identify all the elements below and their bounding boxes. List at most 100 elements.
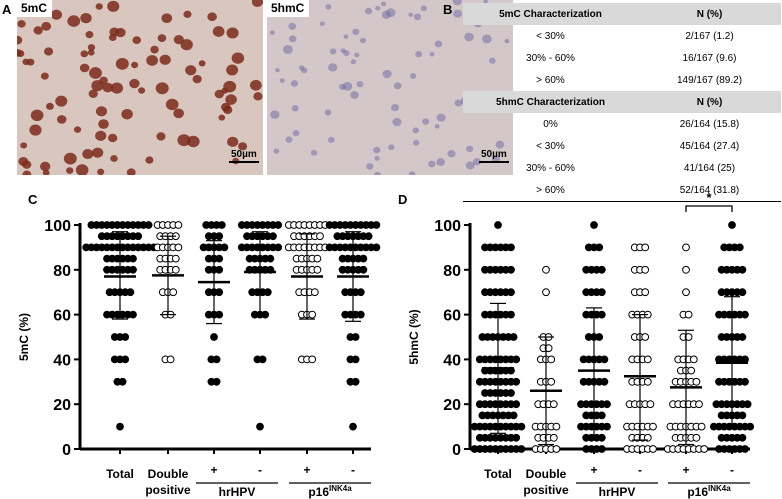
y-axis-label: 5mC (%): [17, 313, 31, 361]
data-point: [351, 333, 360, 341]
data-point: [682, 265, 690, 274]
cell-nucleus: [343, 34, 349, 39]
table-row: 30% - 60% 16/167 (9.6): [463, 47, 781, 69]
cell-nucleus: [359, 37, 367, 44]
x-label-sign: +: [210, 463, 217, 477]
data-point: [220, 243, 229, 252]
data-point: [641, 333, 650, 341]
cell-nucleus: [150, 45, 159, 54]
data-point: [649, 445, 657, 453]
cell-nucleus: [350, 91, 359, 99]
cell-nucleus: [292, 130, 300, 137]
cell-nucleus: [87, 44, 96, 51]
cell-nucleus: [454, 99, 463, 107]
cell-nucleus: [97, 168, 105, 175]
data-point: [372, 243, 381, 252]
cell-nucleus: [115, 57, 129, 70]
data-point: [597, 265, 606, 274]
cell-nucleus: [131, 61, 139, 69]
cell-nucleus: [225, 94, 237, 105]
data-point: [549, 433, 558, 442]
x-label-total: Total: [106, 467, 134, 481]
cell-nucleus: [98, 119, 109, 129]
data-point: [313, 265, 322, 274]
table-row: < 30% 2/167 (1.2): [463, 25, 781, 47]
cell-nucleus: [115, 27, 126, 38]
cell-nucleus: [221, 87, 229, 94]
y-tick-label: 0: [452, 442, 461, 459]
cell-nucleus: [269, 30, 275, 35]
data-point: [517, 445, 526, 453]
data-point: [507, 243, 515, 252]
cell-nucleus: [212, 26, 225, 37]
data-point: [215, 232, 224, 241]
cell-nucleus: [375, 5, 381, 11]
cell-nucleus: [30, 109, 44, 122]
micrograph-5mc-image: [17, 0, 263, 175]
x-label-hrhpv: hrHPV: [219, 485, 256, 499]
data-point: [310, 288, 319, 297]
table-cell: 52/164 (31.8): [638, 179, 781, 202]
table-cell: < 30%: [536, 30, 565, 42]
data-point: [728, 221, 736, 229]
table-row: > 60% 149/167 (89.2): [463, 69, 781, 91]
cell-nucleus: [413, 140, 420, 146]
x-label-sign: -: [638, 463, 642, 477]
data-point: [507, 389, 515, 397]
data-point: [741, 310, 749, 319]
cell-nucleus: [408, 12, 414, 17]
data-point: [116, 422, 124, 431]
cell-nucleus: [282, 44, 293, 54]
y-tick-label: 80: [443, 263, 461, 280]
cell-nucleus: [356, 80, 364, 88]
cell-nucleus: [46, 102, 54, 110]
cell-nucleus: [110, 155, 118, 162]
significance-star: *: [706, 190, 712, 205]
cell-nucleus: [159, 54, 171, 65]
cell-nucleus: [436, 113, 446, 122]
data-point: [649, 422, 657, 431]
scale-bar-5hmc: [479, 161, 509, 163]
cell-nucleus: [380, 1, 387, 7]
cell-nucleus: [88, 89, 98, 98]
data-point: [641, 288, 650, 297]
cell-nucleus: [412, 127, 420, 134]
cell-nucleus: [92, 147, 104, 158]
data-point: [121, 333, 130, 341]
table-cell: 26/164 (15.8): [679, 118, 740, 130]
cell-nucleus: [108, 33, 117, 42]
cell-nucleus: [465, 161, 475, 170]
data-point: [215, 288, 224, 297]
cell-nucleus: [364, 7, 373, 15]
data-point: [372, 221, 381, 229]
cell-nucleus: [146, 55, 158, 66]
cell-nucleus: [288, 22, 297, 30]
cell-nucleus: [434, 40, 443, 48]
cell-nucleus: [26, 58, 35, 66]
cell-nucleus: [55, 95, 68, 107]
cell-nucleus: [495, 140, 505, 149]
table-header-cell: N (%): [638, 91, 781, 113]
data-point: [512, 377, 521, 386]
data-point: [118, 377, 127, 386]
data-point: [512, 355, 521, 364]
cell-nucleus: [374, 155, 380, 161]
table-cell: < 30%: [536, 140, 565, 152]
cell-nucleus: [85, 31, 94, 39]
data-point: [308, 355, 317, 364]
cell-nucleus: [453, 9, 463, 18]
table-row: > 60% 52/164 (31.8): [463, 179, 781, 202]
y-tick-label: 60: [443, 308, 461, 325]
x-label-p16-superscript: INK4a: [329, 484, 352, 493]
cell-nucleus: [373, 146, 381, 154]
cell-nucleus: [185, 65, 197, 76]
cell-nucleus: [249, 79, 262, 91]
y-tick-label: 60: [53, 308, 71, 325]
data-point: [359, 265, 368, 274]
cell-nucleus: [102, 82, 114, 93]
cell-nucleus: [428, 160, 436, 168]
y-tick-label: 0: [62, 442, 71, 459]
table-row: 0% 26/164 (15.8): [463, 113, 781, 135]
data-point: [512, 433, 521, 442]
table-row: 30% - 60% 41/164 (25): [463, 157, 781, 179]
